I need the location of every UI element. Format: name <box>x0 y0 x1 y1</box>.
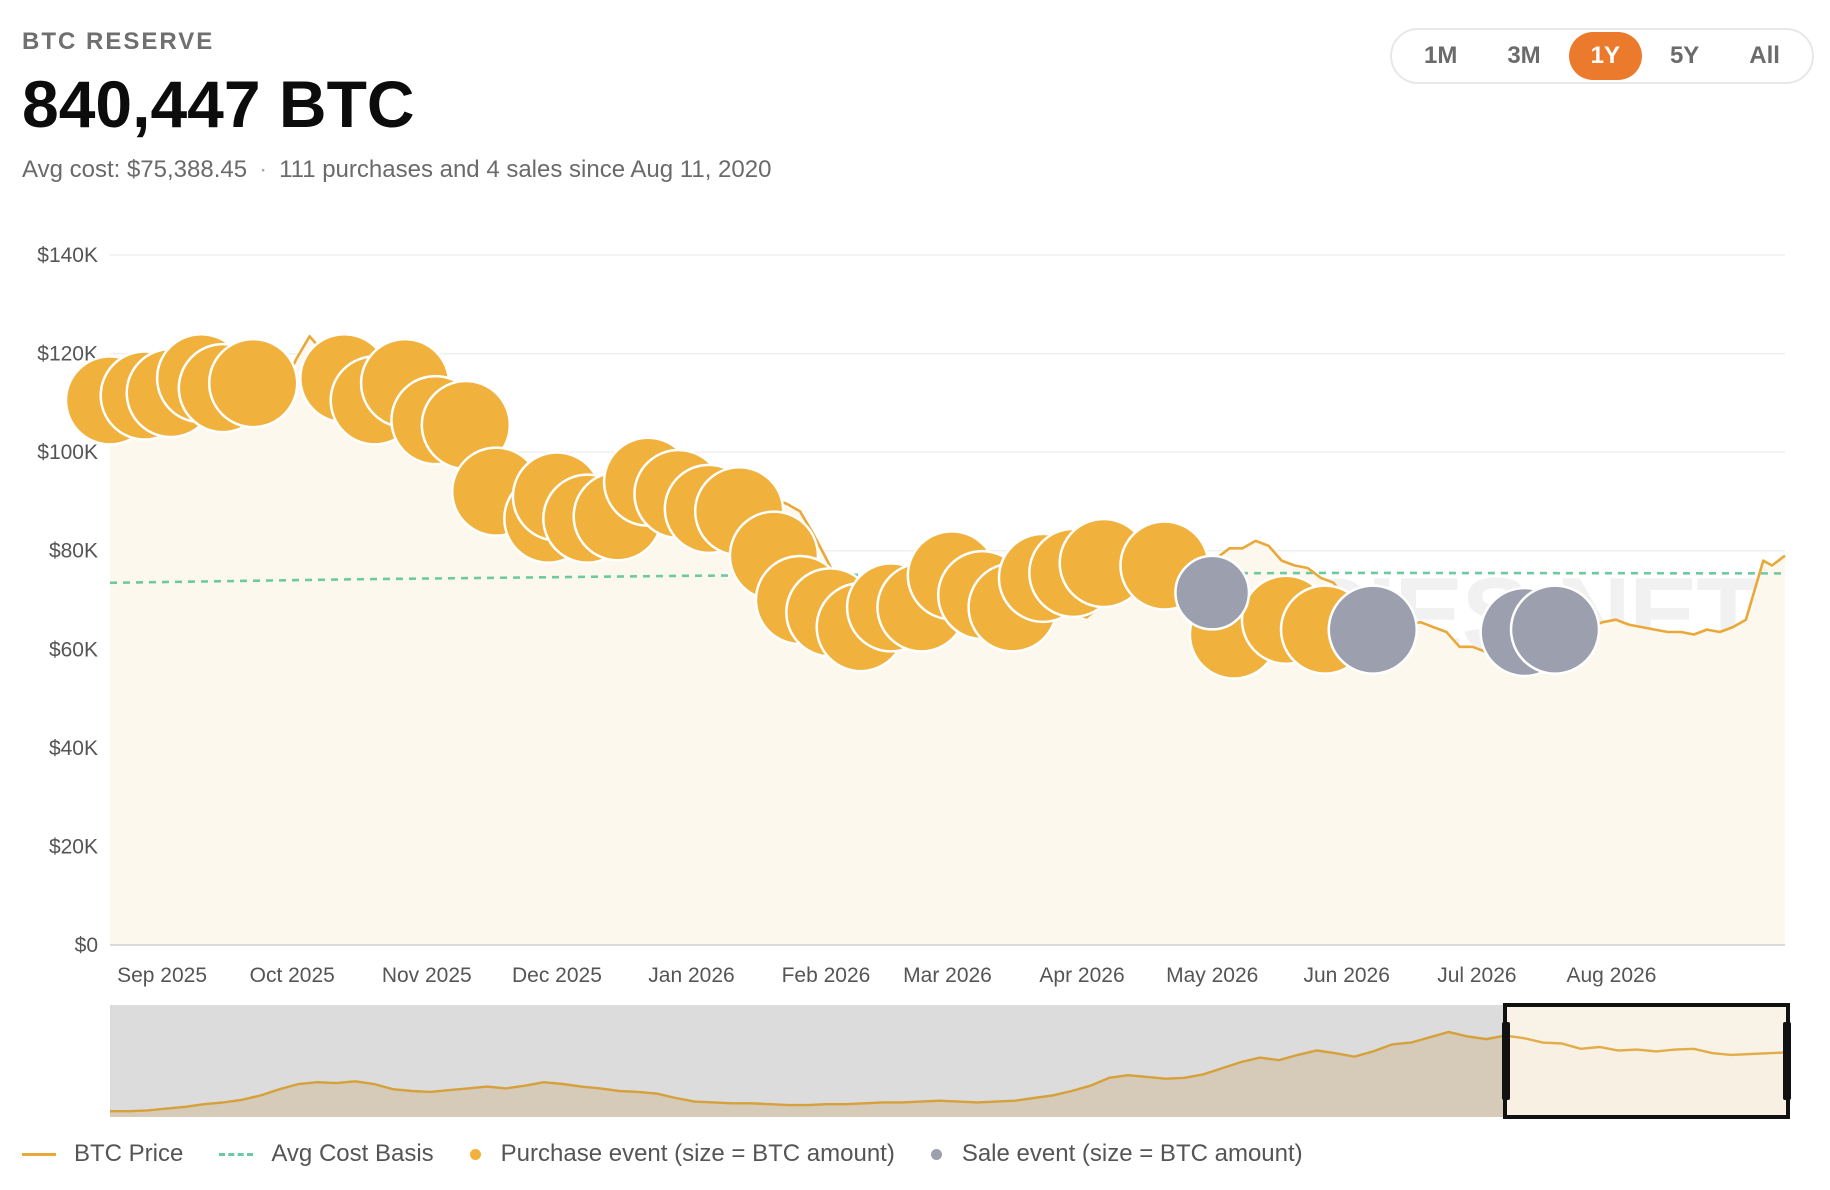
y-tick-label: $40K <box>49 737 98 760</box>
event-markers <box>64 332 1601 680</box>
legend-label-price: BTC Price <box>74 1140 184 1167</box>
separator-dot: · <box>259 156 268 183</box>
range-navigator[interactable] <box>110 1003 1791 1119</box>
y-tick-label: $80K <box>49 540 98 563</box>
y-tick-label: $20K <box>49 835 98 858</box>
y-tick-label: $100K <box>37 441 98 464</box>
legend-item-avg-cost[interactable]: Avg Cost Basis <box>219 1140 434 1168</box>
legend-purchase-dot-icon <box>469 1148 481 1160</box>
range-button-1y[interactable]: 1Y <box>1568 32 1642 80</box>
x-tick-label: May 2026 <box>1166 964 1258 987</box>
x-tick-label: Mar 2026 <box>903 964 992 987</box>
range-button-3m[interactable]: 3M <box>1507 42 1541 69</box>
legend-sale-dot-icon <box>930 1148 942 1160</box>
x-tick-label: Jun 2026 <box>1304 964 1390 987</box>
y-tick-label: $0 <box>75 934 98 957</box>
x-tick-label: Sep 2025 <box>117 964 207 987</box>
x-tick-label: Jul 2026 <box>1437 964 1516 987</box>
holdings-amount: 840,447 BTC <box>22 67 415 141</box>
y-axis: $0 $20K $40K $60K $80K $100K $120K $140K <box>37 244 98 957</box>
y-tick-label: $60K <box>49 638 98 661</box>
sale-event-marker <box>1174 554 1251 631</box>
x-tick-label: Apr 2026 <box>1039 964 1124 987</box>
legend-dashed-line-icon <box>219 1152 254 1156</box>
reserve-kicker: BTC RESERVE <box>22 28 215 55</box>
navigator-left-handle[interactable] <box>1502 1022 1510 1100</box>
navigator-selection-line <box>1505 1034 1789 1057</box>
purchases-summary: 111 purchases and 4 sales since Aug 11, … <box>279 156 772 183</box>
legend-label-sale: Sale event (size = BTC amount) <box>961 1140 1303 1167</box>
x-tick-label: Feb 2026 <box>782 964 871 987</box>
sale-event-marker <box>1509 584 1601 675</box>
sale-event-marker <box>1327 584 1419 675</box>
x-tick-label: Aug 2026 <box>1566 964 1656 987</box>
navigator-right-handle[interactable] <box>1783 1022 1791 1100</box>
x-tick-label: Nov 2025 <box>382 964 472 987</box>
avg-cost-text: Avg cost: $75,388.45 <box>22 156 248 183</box>
legend-label-avg-cost: Avg Cost Basis <box>271 1140 434 1167</box>
legend-item-purchase[interactable]: Purchase event (size = BTC amount) <box>469 1140 895 1168</box>
x-axis: Sep 2025 Oct 2025 Nov 2025 Dec 2025 Jan 2026… <box>117 964 1656 987</box>
btc-reserve-chart: $0$20K$40K$60K$80K$100K$120K$140K BITCOI… <box>37 244 1791 1119</box>
x-tick-label: Dec 2025 <box>512 964 602 987</box>
chart-legend: BTC Price Avg Cost Basis Purchase event … <box>22 1140 1339 1168</box>
legend-line-icon <box>22 1152 56 1156</box>
x-tick-label: Oct 2025 <box>250 964 335 987</box>
y-tick-label: $120K <box>37 343 98 366</box>
legend-item-sale[interactable]: Sale event (size = BTC amount) <box>930 1140 1303 1168</box>
reserve-subtitle: Avg cost: $75,388.45 · 111 purchases and 4… <box>22 156 771 184</box>
legend-item-price[interactable]: BTC Price <box>22 1140 183 1168</box>
reserve-header: BTC RESERVE 840,447 BTC Avg cost: $75,38… <box>22 28 771 184</box>
range-button-5y[interactable]: 5Y <box>1669 42 1700 69</box>
y-tick-label: $140K <box>37 244 98 267</box>
x-tick-label: Jan 2026 <box>648 964 734 987</box>
legend-label-purchase: Purchase event (size = BTC amount) <box>500 1140 895 1167</box>
range-button-all[interactable]: All <box>1749 42 1780 69</box>
purchase-event-marker <box>207 337 299 429</box>
range-button-1m[interactable]: 1M <box>1424 42 1458 69</box>
time-range-selector: 1M 3M 1Y 5Y All <box>1390 28 1814 84</box>
navigator-selection-fill <box>1505 1005 1788 1117</box>
